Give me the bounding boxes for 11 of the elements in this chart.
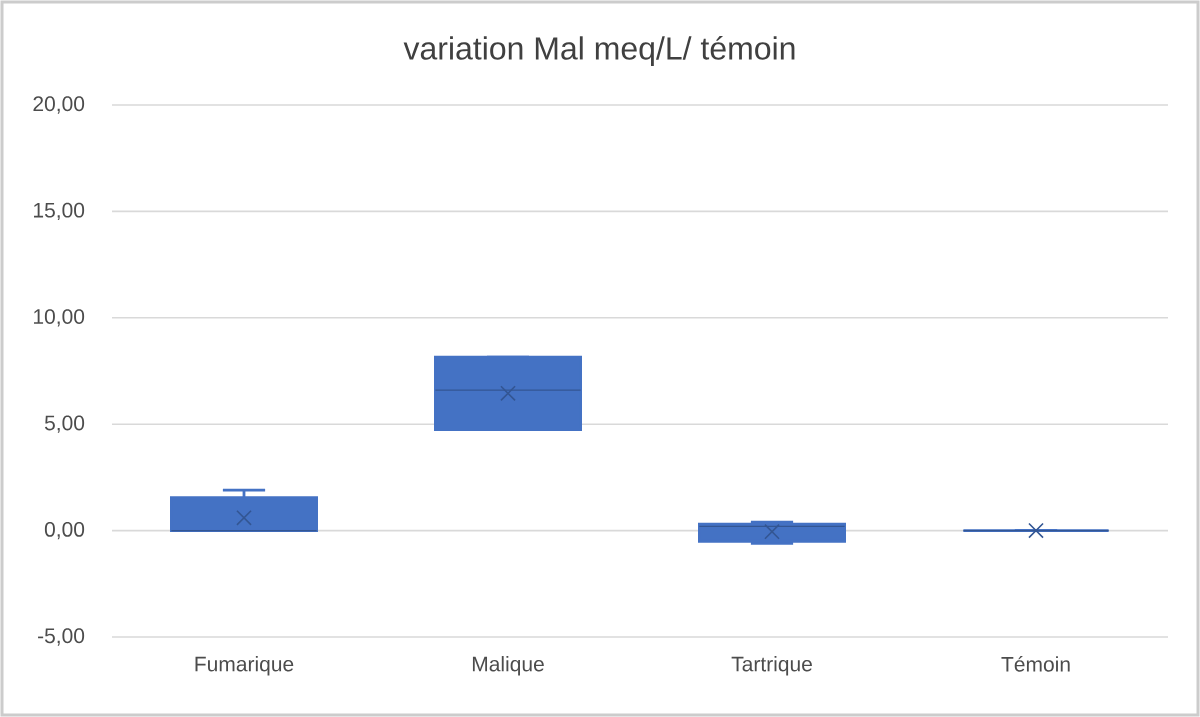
- x-tick-label: Malique: [472, 656, 544, 676]
- x-tick-label: Fumarique: [195, 656, 294, 676]
- y-tick-label: -5,00: [38, 628, 85, 646]
- y-tick-label: 5,00: [44, 415, 85, 433]
- x-tick-label: Témoin: [1001, 656, 1070, 672]
- y-tick-label: 10,00: [34, 309, 85, 327]
- y-tick-label: 0,00: [44, 521, 85, 540]
- y-tick-label: 20,00: [33, 96, 85, 114]
- chart-title: variation Mal meq/L/ témoin: [403, 35, 795, 67]
- x-tick-label: Tartrique: [731, 656, 812, 676]
- y-tick-label: 15,00: [34, 202, 85, 221]
